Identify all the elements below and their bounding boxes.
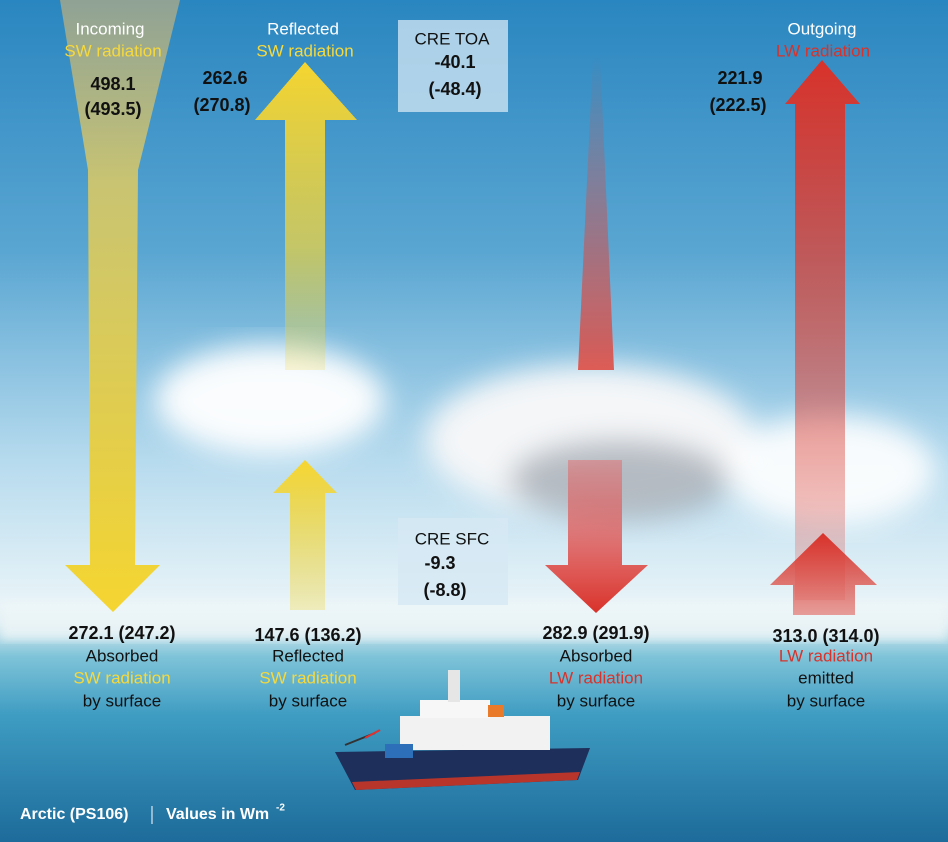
value: -9.3 bbox=[424, 553, 455, 573]
ship bbox=[335, 670, 590, 790]
label: LW radiation bbox=[779, 646, 873, 665]
value: (-8.8) bbox=[423, 580, 466, 600]
label: by surface bbox=[787, 691, 865, 710]
value: 147.6 (136.2) bbox=[254, 625, 361, 645]
label: CRE SFC bbox=[415, 529, 490, 548]
label: Incoming bbox=[76, 19, 145, 38]
lw-beam bbox=[578, 55, 614, 370]
value: (-48.4) bbox=[428, 79, 481, 99]
label: Outgoing bbox=[788, 19, 857, 38]
label: CRE TOA bbox=[415, 29, 491, 48]
label: SW radiation bbox=[259, 668, 356, 687]
emitted-lw-arrow bbox=[770, 533, 877, 615]
units: Values in Wm bbox=[166, 806, 269, 823]
value: 498.1 bbox=[90, 74, 135, 94]
label: by surface bbox=[83, 691, 161, 710]
value: 313.0 (314.0) bbox=[772, 626, 879, 646]
units-exponent: -2 bbox=[276, 803, 285, 814]
label: Reflected bbox=[267, 19, 339, 38]
label: LW radiation bbox=[776, 41, 870, 60]
surface-reflected-arrow bbox=[273, 460, 337, 610]
label: LW radiation bbox=[549, 668, 643, 687]
label: by surface bbox=[557, 691, 635, 710]
cre-sfc-box bbox=[398, 518, 508, 605]
value: (222.5) bbox=[709, 95, 766, 115]
value: (270.8) bbox=[193, 95, 250, 115]
outgoing-lw-arrow bbox=[785, 60, 860, 600]
value: (493.5) bbox=[84, 99, 141, 119]
label: emitted bbox=[798, 668, 854, 687]
cre-toa-box bbox=[398, 20, 508, 112]
value: 262.6 bbox=[202, 68, 247, 88]
value: -40.1 bbox=[434, 52, 475, 72]
label: SW radiation bbox=[256, 41, 353, 60]
campaign: Arctic (PS106) bbox=[20, 806, 129, 823]
label: by surface bbox=[269, 691, 347, 710]
label: Reflected bbox=[272, 646, 344, 665]
value: 272.1 (247.2) bbox=[68, 623, 175, 643]
sea-ice bbox=[0, 602, 948, 640]
label: SW radiation bbox=[73, 668, 170, 687]
incoming-sw-arrow bbox=[60, 0, 180, 612]
label: Absorbed bbox=[560, 646, 633, 665]
value: 221.9 bbox=[717, 68, 762, 88]
label: Absorbed bbox=[86, 646, 159, 665]
lw-absorbed-arrow bbox=[545, 460, 648, 613]
reflected-sw-arrow bbox=[255, 62, 357, 370]
label: SW radiation bbox=[64, 41, 161, 60]
value: 282.9 (291.9) bbox=[542, 623, 649, 643]
